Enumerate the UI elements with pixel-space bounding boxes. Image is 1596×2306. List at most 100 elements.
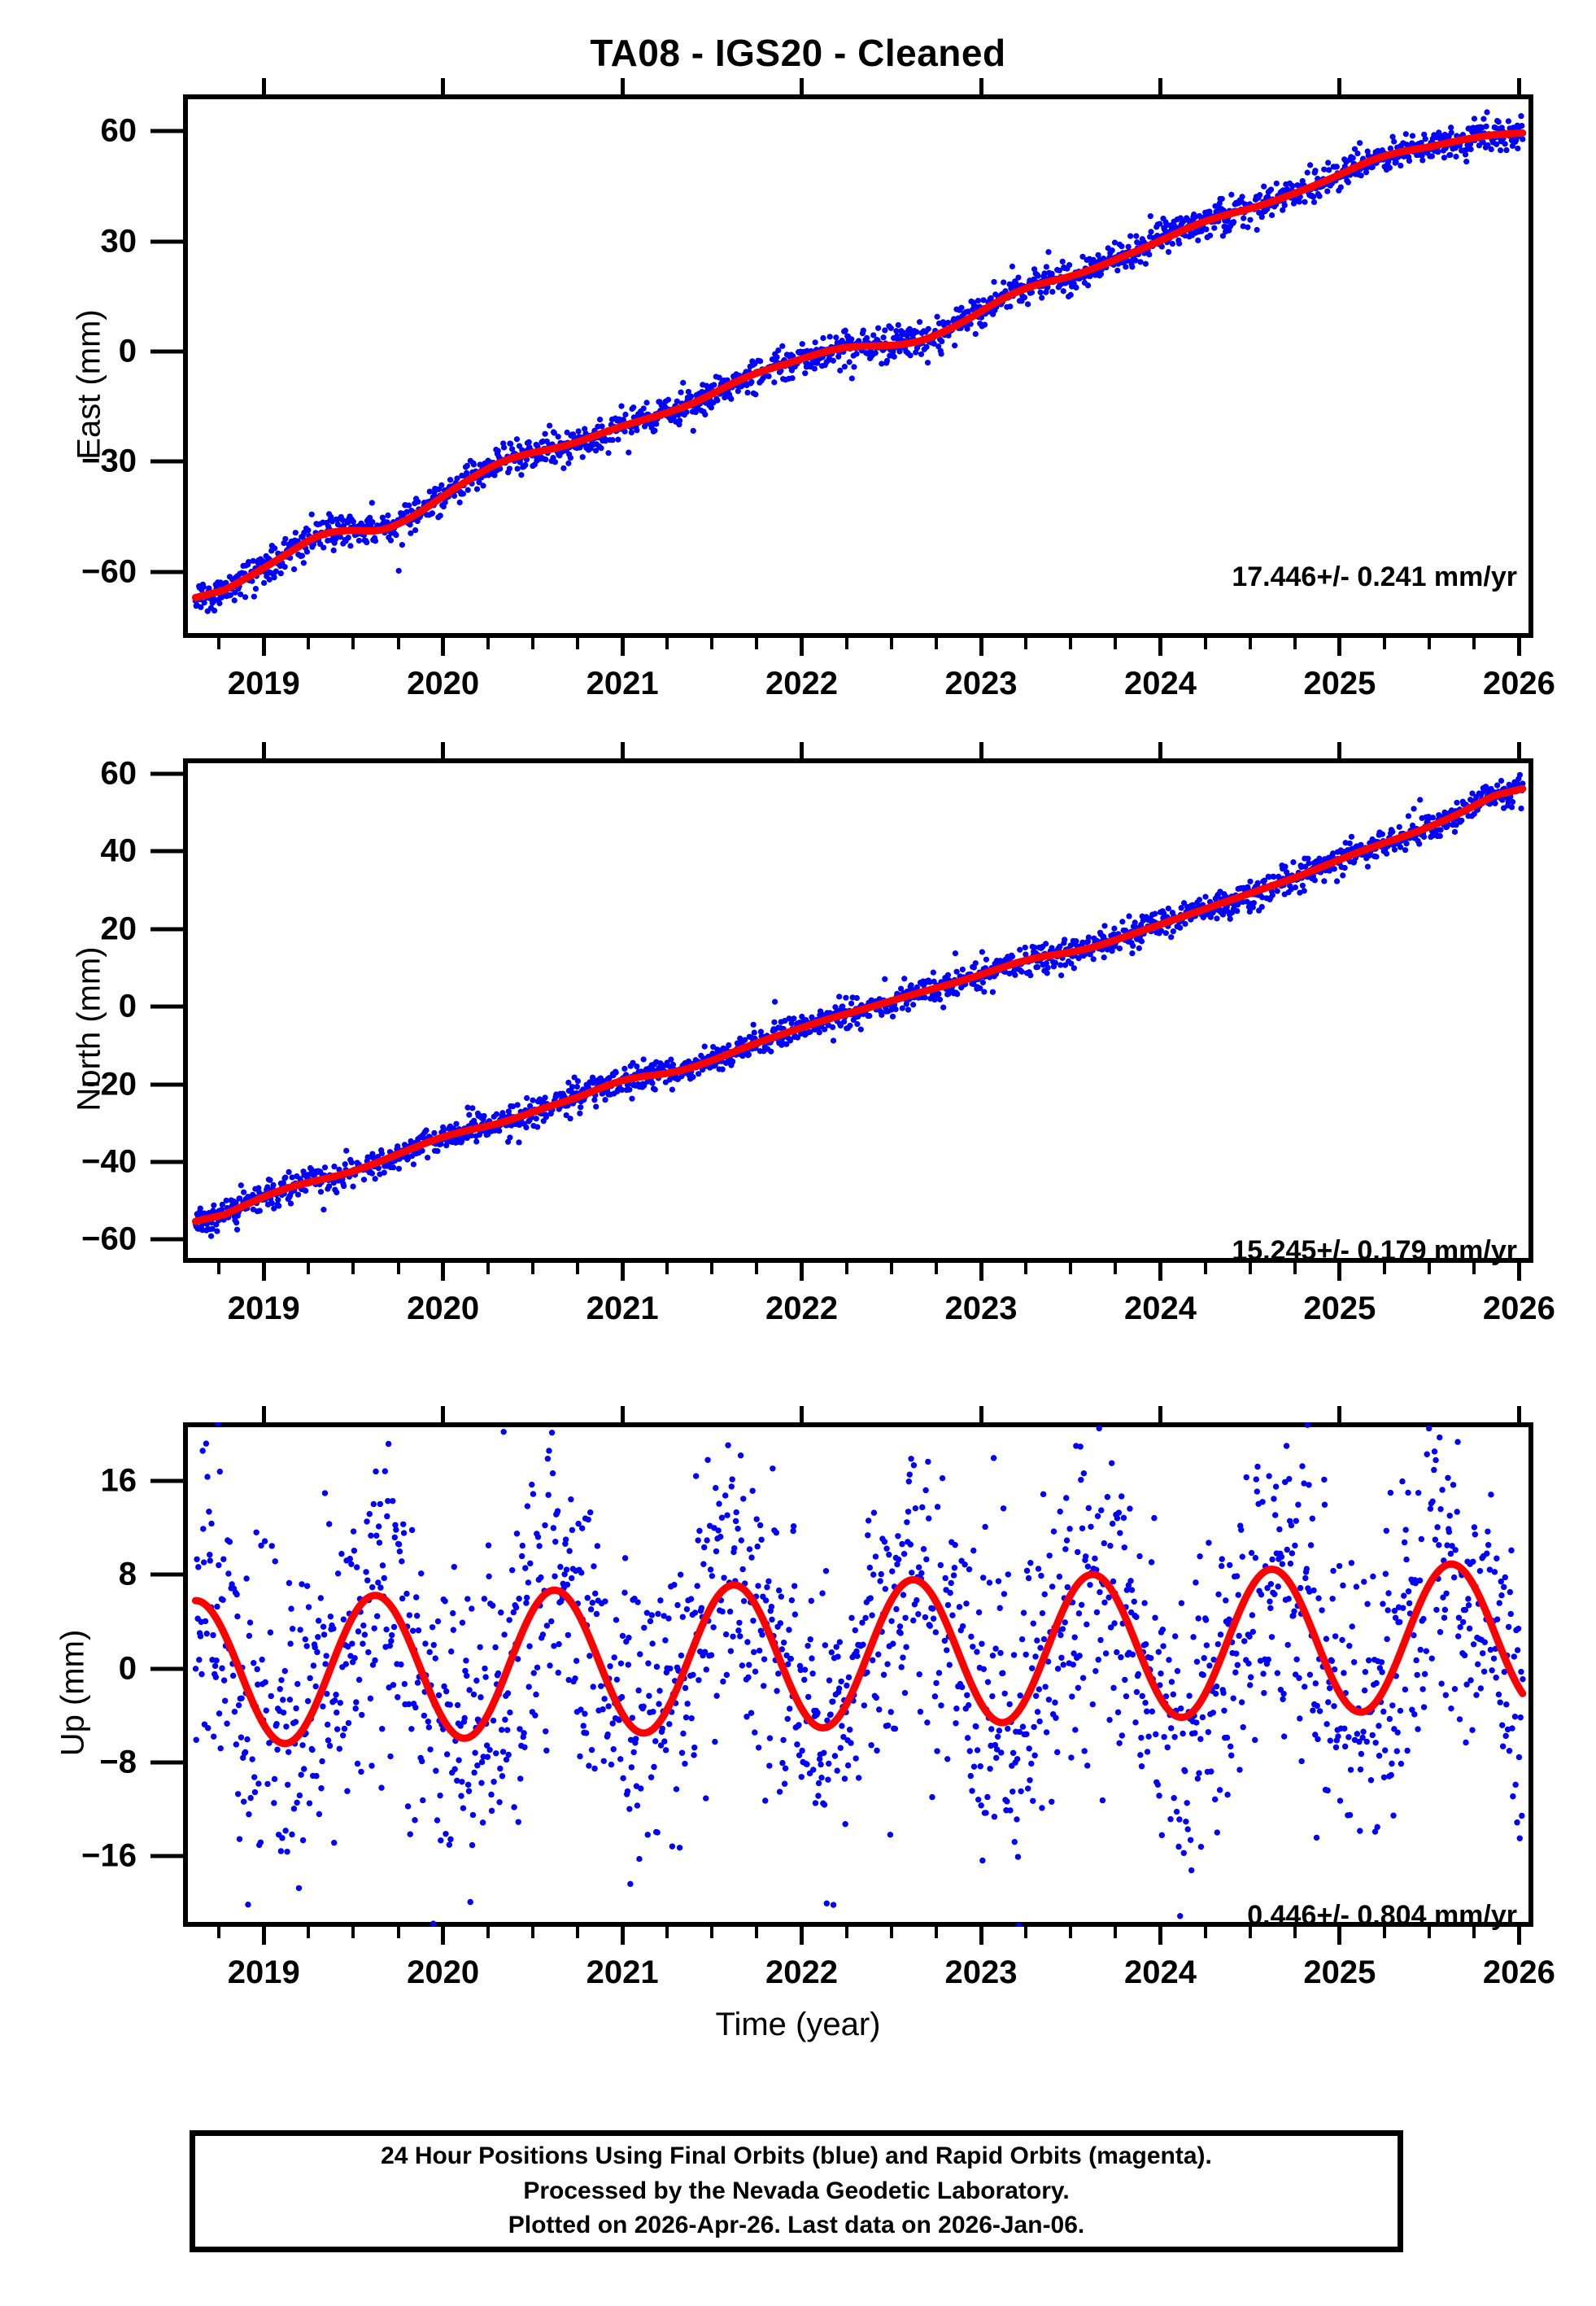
xtick-label: 2019 bbox=[227, 1291, 300, 1326]
xtick-mark-minor bbox=[889, 1263, 893, 1274]
ytick-label: −16 bbox=[81, 1837, 137, 1874]
xtick-label: 2026 bbox=[1482, 1954, 1555, 1990]
xtick-mark-major bbox=[1158, 638, 1162, 656]
xtick-mark-minor bbox=[1293, 1927, 1297, 1938]
xtick-label: 2021 bbox=[586, 1291, 659, 1326]
xtick-mark-minor bbox=[307, 1263, 311, 1274]
xtick-mark-minor bbox=[1248, 1927, 1252, 1938]
ytick-mark bbox=[150, 1478, 183, 1483]
xtick-mark-minor bbox=[396, 1927, 400, 1938]
xtick-mark-major bbox=[979, 638, 983, 656]
panel-up-rate: 0.446+/- 0.804 mm/yr bbox=[1247, 1900, 1517, 1931]
xtick-mark-minor bbox=[486, 1927, 490, 1938]
xtick-mark-minor bbox=[351, 1263, 355, 1274]
xtick-label: 2022 bbox=[765, 1291, 839, 1326]
ytick-label: −60 bbox=[81, 553, 137, 590]
footer-line-3: Plotted on 2026-Apr-26. Last data on 202… bbox=[508, 2212, 1085, 2239]
xtick-mark-minor bbox=[1069, 1263, 1073, 1274]
xtick-mark-minor bbox=[217, 638, 221, 649]
xtick-mark-top bbox=[441, 78, 446, 94]
xtick-label: 2022 bbox=[765, 666, 839, 701]
xtick-label: 2024 bbox=[1123, 1291, 1197, 1326]
xtick-mark-major bbox=[441, 1263, 446, 1281]
xtick-mark-minor bbox=[1024, 638, 1028, 649]
ytick-label: 40 bbox=[100, 832, 137, 869]
xtick-mark-minor bbox=[486, 638, 490, 649]
xtick-mark-minor bbox=[1428, 1263, 1432, 1274]
xtick-mark-top bbox=[1158, 78, 1162, 94]
xtick-label: 2025 bbox=[1303, 1291, 1376, 1326]
xtick-mark-minor bbox=[1383, 1927, 1387, 1938]
trend-line bbox=[191, 784, 1527, 1225]
xtick-mark-minor bbox=[1203, 638, 1207, 649]
ytick-mark bbox=[150, 1237, 183, 1242]
xtick-mark-minor bbox=[1383, 638, 1387, 649]
ytick-mark bbox=[150, 570, 183, 574]
data-points bbox=[192, 1422, 1526, 1927]
xtick-mark-major bbox=[620, 638, 625, 656]
panel-north bbox=[183, 758, 1533, 1263]
xtick-mark-minor bbox=[1203, 1263, 1207, 1274]
xtick-mark-major bbox=[1337, 638, 1342, 656]
xtick-mark-major bbox=[261, 1927, 266, 1945]
ytick-label: 16 bbox=[100, 1462, 137, 1499]
xtick-mark-minor bbox=[934, 1927, 938, 1938]
xtick-mark-minor bbox=[217, 1927, 221, 1938]
ytick-label: 0 bbox=[118, 333, 137, 369]
xtick-mark-major bbox=[1337, 1927, 1342, 1945]
xtick-mark-top bbox=[800, 1406, 805, 1422]
xtick-mark-major bbox=[800, 1263, 805, 1281]
xtick-mark-minor bbox=[1248, 638, 1252, 649]
xtick-mark-minor bbox=[710, 1927, 714, 1938]
footer-line-2: Processed by the Nevada Geodetic Laborat… bbox=[523, 2177, 1070, 2204]
xtick-mark-minor bbox=[307, 638, 311, 649]
xtick-mark-minor bbox=[217, 1263, 221, 1274]
xtick-label: 2020 bbox=[407, 666, 480, 701]
xtick-label: 2023 bbox=[944, 1291, 1018, 1326]
xtick-label: 2025 bbox=[1303, 666, 1376, 701]
xtick-label: 2020 bbox=[407, 1291, 480, 1326]
xtick-mark-minor bbox=[530, 1927, 534, 1938]
xtick-mark-minor bbox=[1472, 1263, 1476, 1274]
ytick-mark bbox=[150, 129, 183, 133]
xtick-mark-top bbox=[979, 78, 983, 94]
xtick-mark-minor bbox=[710, 1263, 714, 1274]
xtick-mark-major bbox=[1516, 1927, 1521, 1945]
ytick-label: −30 bbox=[81, 443, 137, 479]
xtick-mark-top bbox=[1337, 1406, 1342, 1422]
panel-north-ylabel: North (mm) bbox=[71, 946, 107, 1112]
ytick-mark bbox=[150, 1082, 183, 1087]
ytick-label: −60 bbox=[81, 1221, 137, 1257]
xtick-mark-minor bbox=[396, 638, 400, 649]
xtick-mark-major bbox=[800, 1927, 805, 1945]
xtick-mark-minor bbox=[844, 1263, 848, 1274]
xtick-mark-top bbox=[1158, 1406, 1162, 1422]
xtick-label: 2024 bbox=[1123, 1954, 1197, 1990]
xtick-label: 2019 bbox=[227, 666, 300, 701]
xtick-label: 2023 bbox=[944, 666, 1018, 701]
xtick-mark-minor bbox=[1248, 1263, 1252, 1274]
ytick-mark bbox=[150, 849, 183, 854]
xtick-mark-minor bbox=[351, 638, 355, 649]
xtick-mark-major bbox=[620, 1927, 625, 1945]
xaxis-title: Time (year) bbox=[715, 2007, 881, 2042]
panel-east bbox=[183, 94, 1533, 638]
xtick-mark-minor bbox=[844, 1927, 848, 1938]
ytick-label: 30 bbox=[100, 223, 137, 260]
xtick-mark-top bbox=[1158, 742, 1162, 758]
xtick-mark-minor bbox=[844, 638, 848, 649]
panel-up-ylabel: Up (mm) bbox=[55, 1629, 91, 1757]
xtick-mark-major bbox=[620, 1263, 625, 1281]
xtick-mark-minor bbox=[934, 1263, 938, 1274]
ytick-label: 8 bbox=[118, 1556, 137, 1592]
ytick-label: −20 bbox=[81, 1066, 137, 1103]
xtick-mark-minor bbox=[710, 638, 714, 649]
ytick-mark bbox=[150, 771, 183, 776]
panel-north-rate: 15.245+/- 0.179 mm/yr bbox=[1232, 1235, 1517, 1266]
xtick-mark-minor bbox=[1428, 1927, 1432, 1938]
xtick-mark-minor bbox=[575, 1927, 579, 1938]
xtick-label: 2020 bbox=[407, 1954, 480, 1990]
xtick-mark-major bbox=[1158, 1263, 1162, 1281]
xtick-mark-major bbox=[979, 1927, 983, 1945]
